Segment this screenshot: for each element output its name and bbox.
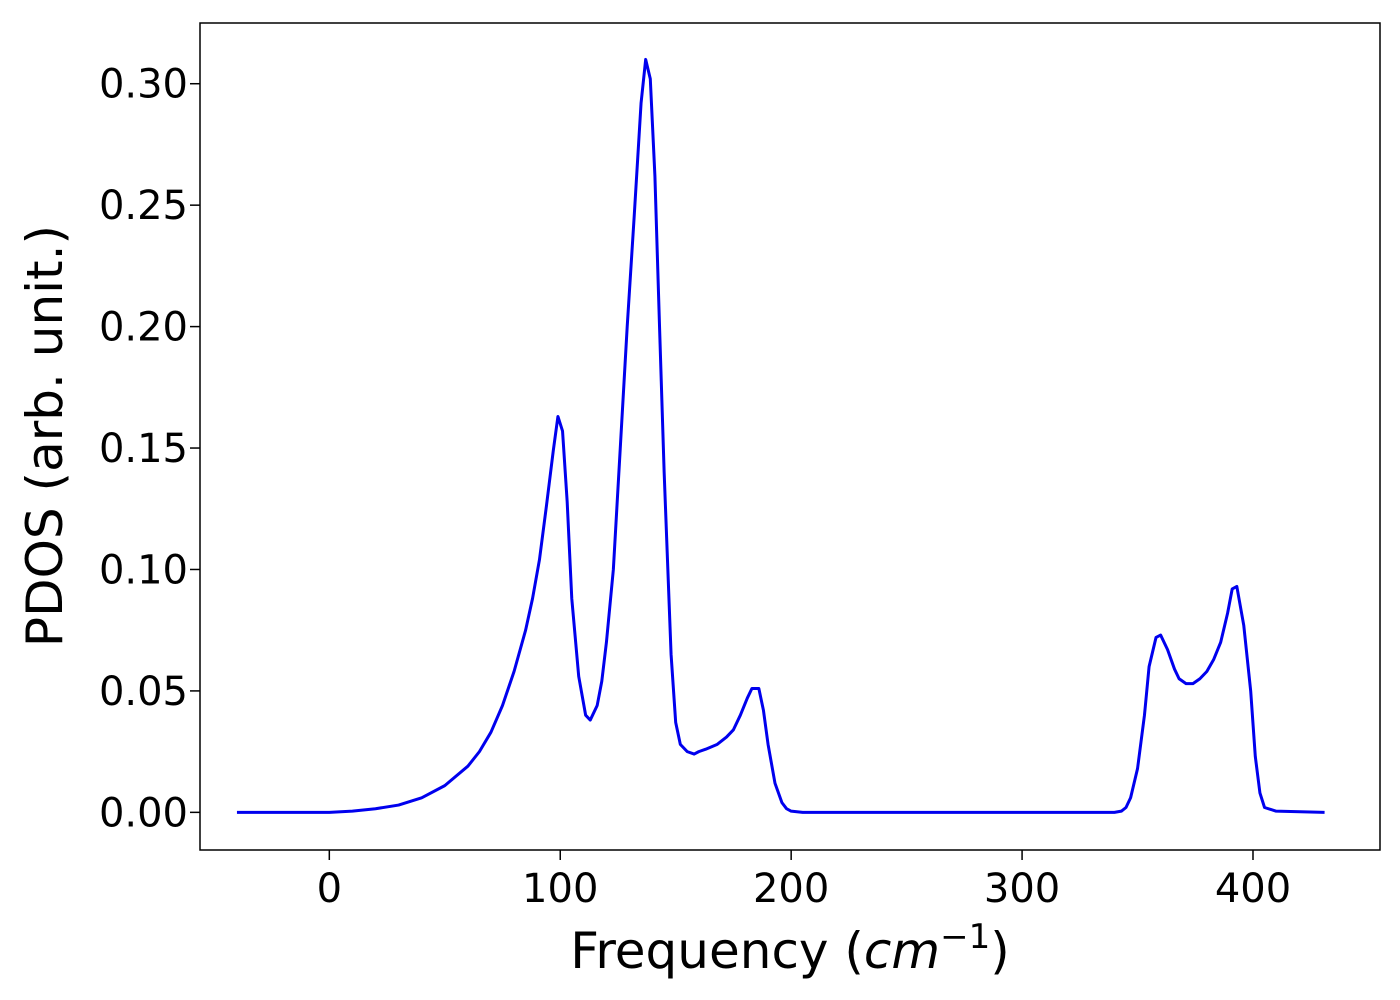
y-tick-label: 0.30 [99, 62, 188, 108]
y-axis-label: PDOS (arb. unit.) [16, 225, 74, 647]
y-tick-label: 0.10 [99, 547, 188, 593]
x-axis: 0 100 200 300 400 [317, 850, 1291, 912]
x-tick-label: 100 [522, 866, 598, 912]
y-axis: 0.00 0.05 0.10 0.15 0.20 0.25 0.30 [99, 62, 200, 836]
x-axis-label: Frequency (cm−1) [570, 917, 1010, 980]
pdos-curve [236, 57, 1325, 814]
plot-frame [199, 22, 1381, 851]
plot-area [200, 23, 1380, 850]
x-tick-label: 300 [984, 866, 1060, 912]
y-tick-label: 0.15 [99, 426, 188, 472]
y-tick-label: 0.00 [99, 790, 188, 836]
y-tick-label: 0.05 [99, 669, 188, 715]
y-tick-label: 0.20 [99, 305, 188, 351]
y-tick-label: 0.25 [99, 183, 188, 229]
x-tick-label: 200 [753, 866, 829, 912]
x-tick-label: 400 [1215, 866, 1291, 912]
x-tick-label: 0 [317, 866, 342, 912]
